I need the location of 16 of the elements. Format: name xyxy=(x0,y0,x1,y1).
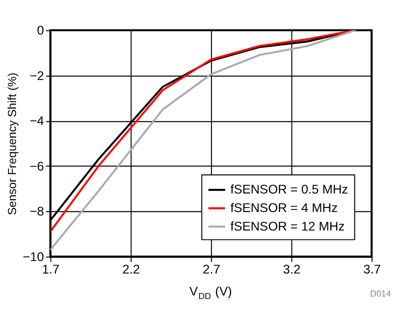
x-tick-label: 2.2 xyxy=(122,262,140,277)
legend-label: fSENSOR = 0.5 MHz xyxy=(230,182,348,197)
y-axis-title: Sensor Frequency Shift (%) xyxy=(6,72,19,216)
y-tick-label: 0 xyxy=(37,24,44,38)
y-tick-label: −10 xyxy=(22,250,44,264)
y-tick-label: −2 xyxy=(30,68,44,83)
x-tick-label: 3.7 xyxy=(363,262,381,277)
x-tick-label: 2.7 xyxy=(202,262,220,277)
x-tick-label: 1.7 xyxy=(42,262,60,277)
x-tick-label: 3.2 xyxy=(283,262,301,277)
text: D014 xyxy=(370,288,392,298)
y-tick-label: −8 xyxy=(30,204,44,219)
legend-label: fSENSOR = 12 MHz xyxy=(230,220,345,234)
y-tick-label: −4 xyxy=(30,114,44,128)
legend-label: fSENSOR = 4 MHz xyxy=(230,201,338,216)
y-tick-label: −6 xyxy=(30,159,44,174)
